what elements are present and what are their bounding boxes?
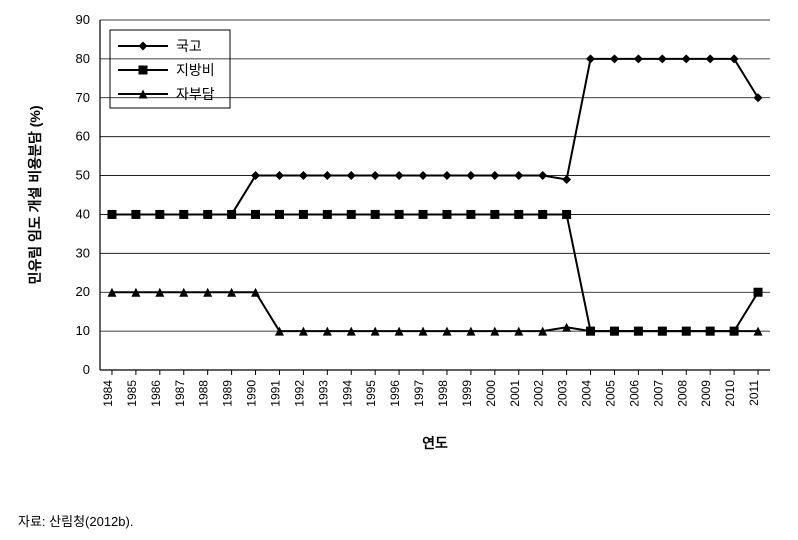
square-marker bbox=[131, 210, 140, 219]
square-marker bbox=[227, 210, 236, 219]
x-tick-label: 1995 bbox=[364, 380, 378, 407]
x-tick-label: 2007 bbox=[651, 380, 665, 407]
x-tick-label: 1989 bbox=[221, 380, 235, 407]
diamond-marker bbox=[562, 175, 571, 184]
x-tick-label: 1998 bbox=[436, 380, 450, 407]
diamond-marker bbox=[490, 171, 499, 180]
y-tick-label: 10 bbox=[76, 323, 90, 338]
y-tick-label: 50 bbox=[76, 168, 90, 183]
diamond-marker bbox=[275, 171, 284, 180]
diamond-marker bbox=[706, 54, 715, 63]
x-tick-label: 1990 bbox=[245, 380, 259, 407]
x-tick-label: 2004 bbox=[580, 380, 594, 407]
square-marker bbox=[754, 288, 763, 297]
x-tick-label: 2008 bbox=[675, 380, 689, 407]
x-tick-label: 2000 bbox=[484, 380, 498, 407]
square-marker bbox=[347, 210, 356, 219]
x-tick-label: 1987 bbox=[173, 380, 187, 407]
square-marker bbox=[371, 210, 380, 219]
legend-label: 지방비 bbox=[176, 62, 215, 78]
square-marker bbox=[419, 210, 428, 219]
x-tick-label: 1997 bbox=[412, 380, 426, 407]
diamond-marker bbox=[538, 171, 547, 180]
x-tick-label: 1992 bbox=[292, 380, 306, 407]
diamond-marker bbox=[610, 54, 619, 63]
y-tick-label: 60 bbox=[76, 129, 90, 144]
square-marker bbox=[562, 210, 571, 219]
diamond-marker bbox=[299, 171, 308, 180]
diamond-marker bbox=[682, 54, 691, 63]
x-tick-label: 1984 bbox=[101, 380, 115, 407]
diamond-marker bbox=[466, 171, 475, 180]
y-tick-label: 20 bbox=[76, 284, 90, 299]
x-tick-label: 2003 bbox=[556, 380, 570, 407]
x-tick-label: 2011 bbox=[747, 380, 761, 406]
x-tick-label: 2009 bbox=[699, 380, 713, 407]
x-tick-label: 1994 bbox=[340, 380, 354, 407]
diamond-marker bbox=[658, 54, 667, 63]
y-tick-label: 30 bbox=[76, 245, 90, 260]
square-marker bbox=[538, 210, 547, 219]
x-tick-label: 1996 bbox=[388, 380, 402, 407]
diamond-marker bbox=[139, 42, 148, 51]
legend-label: 국고 bbox=[176, 38, 202, 54]
diamond-marker bbox=[586, 54, 595, 63]
diamond-marker bbox=[419, 171, 428, 180]
diamond-marker bbox=[514, 171, 523, 180]
square-marker bbox=[323, 210, 332, 219]
x-tick-label: 2005 bbox=[603, 380, 617, 407]
square-marker bbox=[442, 210, 451, 219]
diamond-marker bbox=[251, 171, 260, 180]
x-tick-label: 1991 bbox=[268, 380, 282, 407]
x-tick-label: 2006 bbox=[627, 380, 641, 407]
square-marker bbox=[251, 210, 260, 219]
legend-label: 자부담 bbox=[176, 86, 215, 102]
y-tick-label: 70 bbox=[76, 90, 90, 105]
x-tick-label: 1993 bbox=[316, 380, 330, 407]
square-marker bbox=[179, 210, 188, 219]
chart-container: 0 10 20 30 40 50 60 70 80 90 1984 1985 1986 1987 1988 1… bbox=[0, 0, 798, 540]
y-tick-label: 40 bbox=[76, 206, 90, 221]
series-line-자부담 bbox=[112, 292, 758, 331]
line-chart-svg: 0 10 20 30 40 50 60 70 80 90 1984 1985 1986 1987 1988 1… bbox=[0, 0, 798, 500]
square-marker bbox=[299, 210, 308, 219]
y-tick-label: 0 bbox=[83, 362, 90, 377]
y-axis-title: 민유림 임도 개설 비용분담 (%) bbox=[27, 105, 43, 284]
diamond-marker bbox=[371, 171, 380, 180]
square-marker bbox=[139, 66, 148, 75]
source-note: 자료: 산림청(2012b). bbox=[18, 511, 133, 530]
square-marker bbox=[203, 210, 212, 219]
series-line-지방비 bbox=[112, 214, 758, 331]
x-tick-label: 1999 bbox=[460, 380, 474, 407]
square-marker bbox=[514, 210, 523, 219]
y-tick-label: 90 bbox=[76, 12, 90, 27]
diamond-marker bbox=[347, 171, 356, 180]
diamond-marker bbox=[323, 171, 332, 180]
x-tick-label: 1985 bbox=[125, 380, 139, 407]
diamond-marker bbox=[395, 171, 404, 180]
x-axis-title: 연도 bbox=[422, 435, 448, 451]
x-tick-label: 2010 bbox=[723, 380, 737, 407]
square-marker bbox=[155, 210, 164, 219]
square-marker bbox=[490, 210, 499, 219]
diamond-marker bbox=[754, 93, 763, 102]
diamond-marker bbox=[634, 54, 643, 63]
y-tick-label: 80 bbox=[76, 51, 90, 66]
x-tick-label: 1986 bbox=[149, 380, 163, 407]
diamond-marker bbox=[442, 171, 451, 180]
diamond-marker bbox=[730, 54, 739, 63]
x-tick-label: 2001 bbox=[508, 380, 522, 407]
x-tick-label: 1988 bbox=[197, 380, 211, 407]
square-marker bbox=[275, 210, 284, 219]
square-marker bbox=[395, 210, 404, 219]
square-marker bbox=[466, 210, 475, 219]
square-marker bbox=[107, 210, 116, 219]
x-tick-label: 2002 bbox=[532, 380, 546, 407]
